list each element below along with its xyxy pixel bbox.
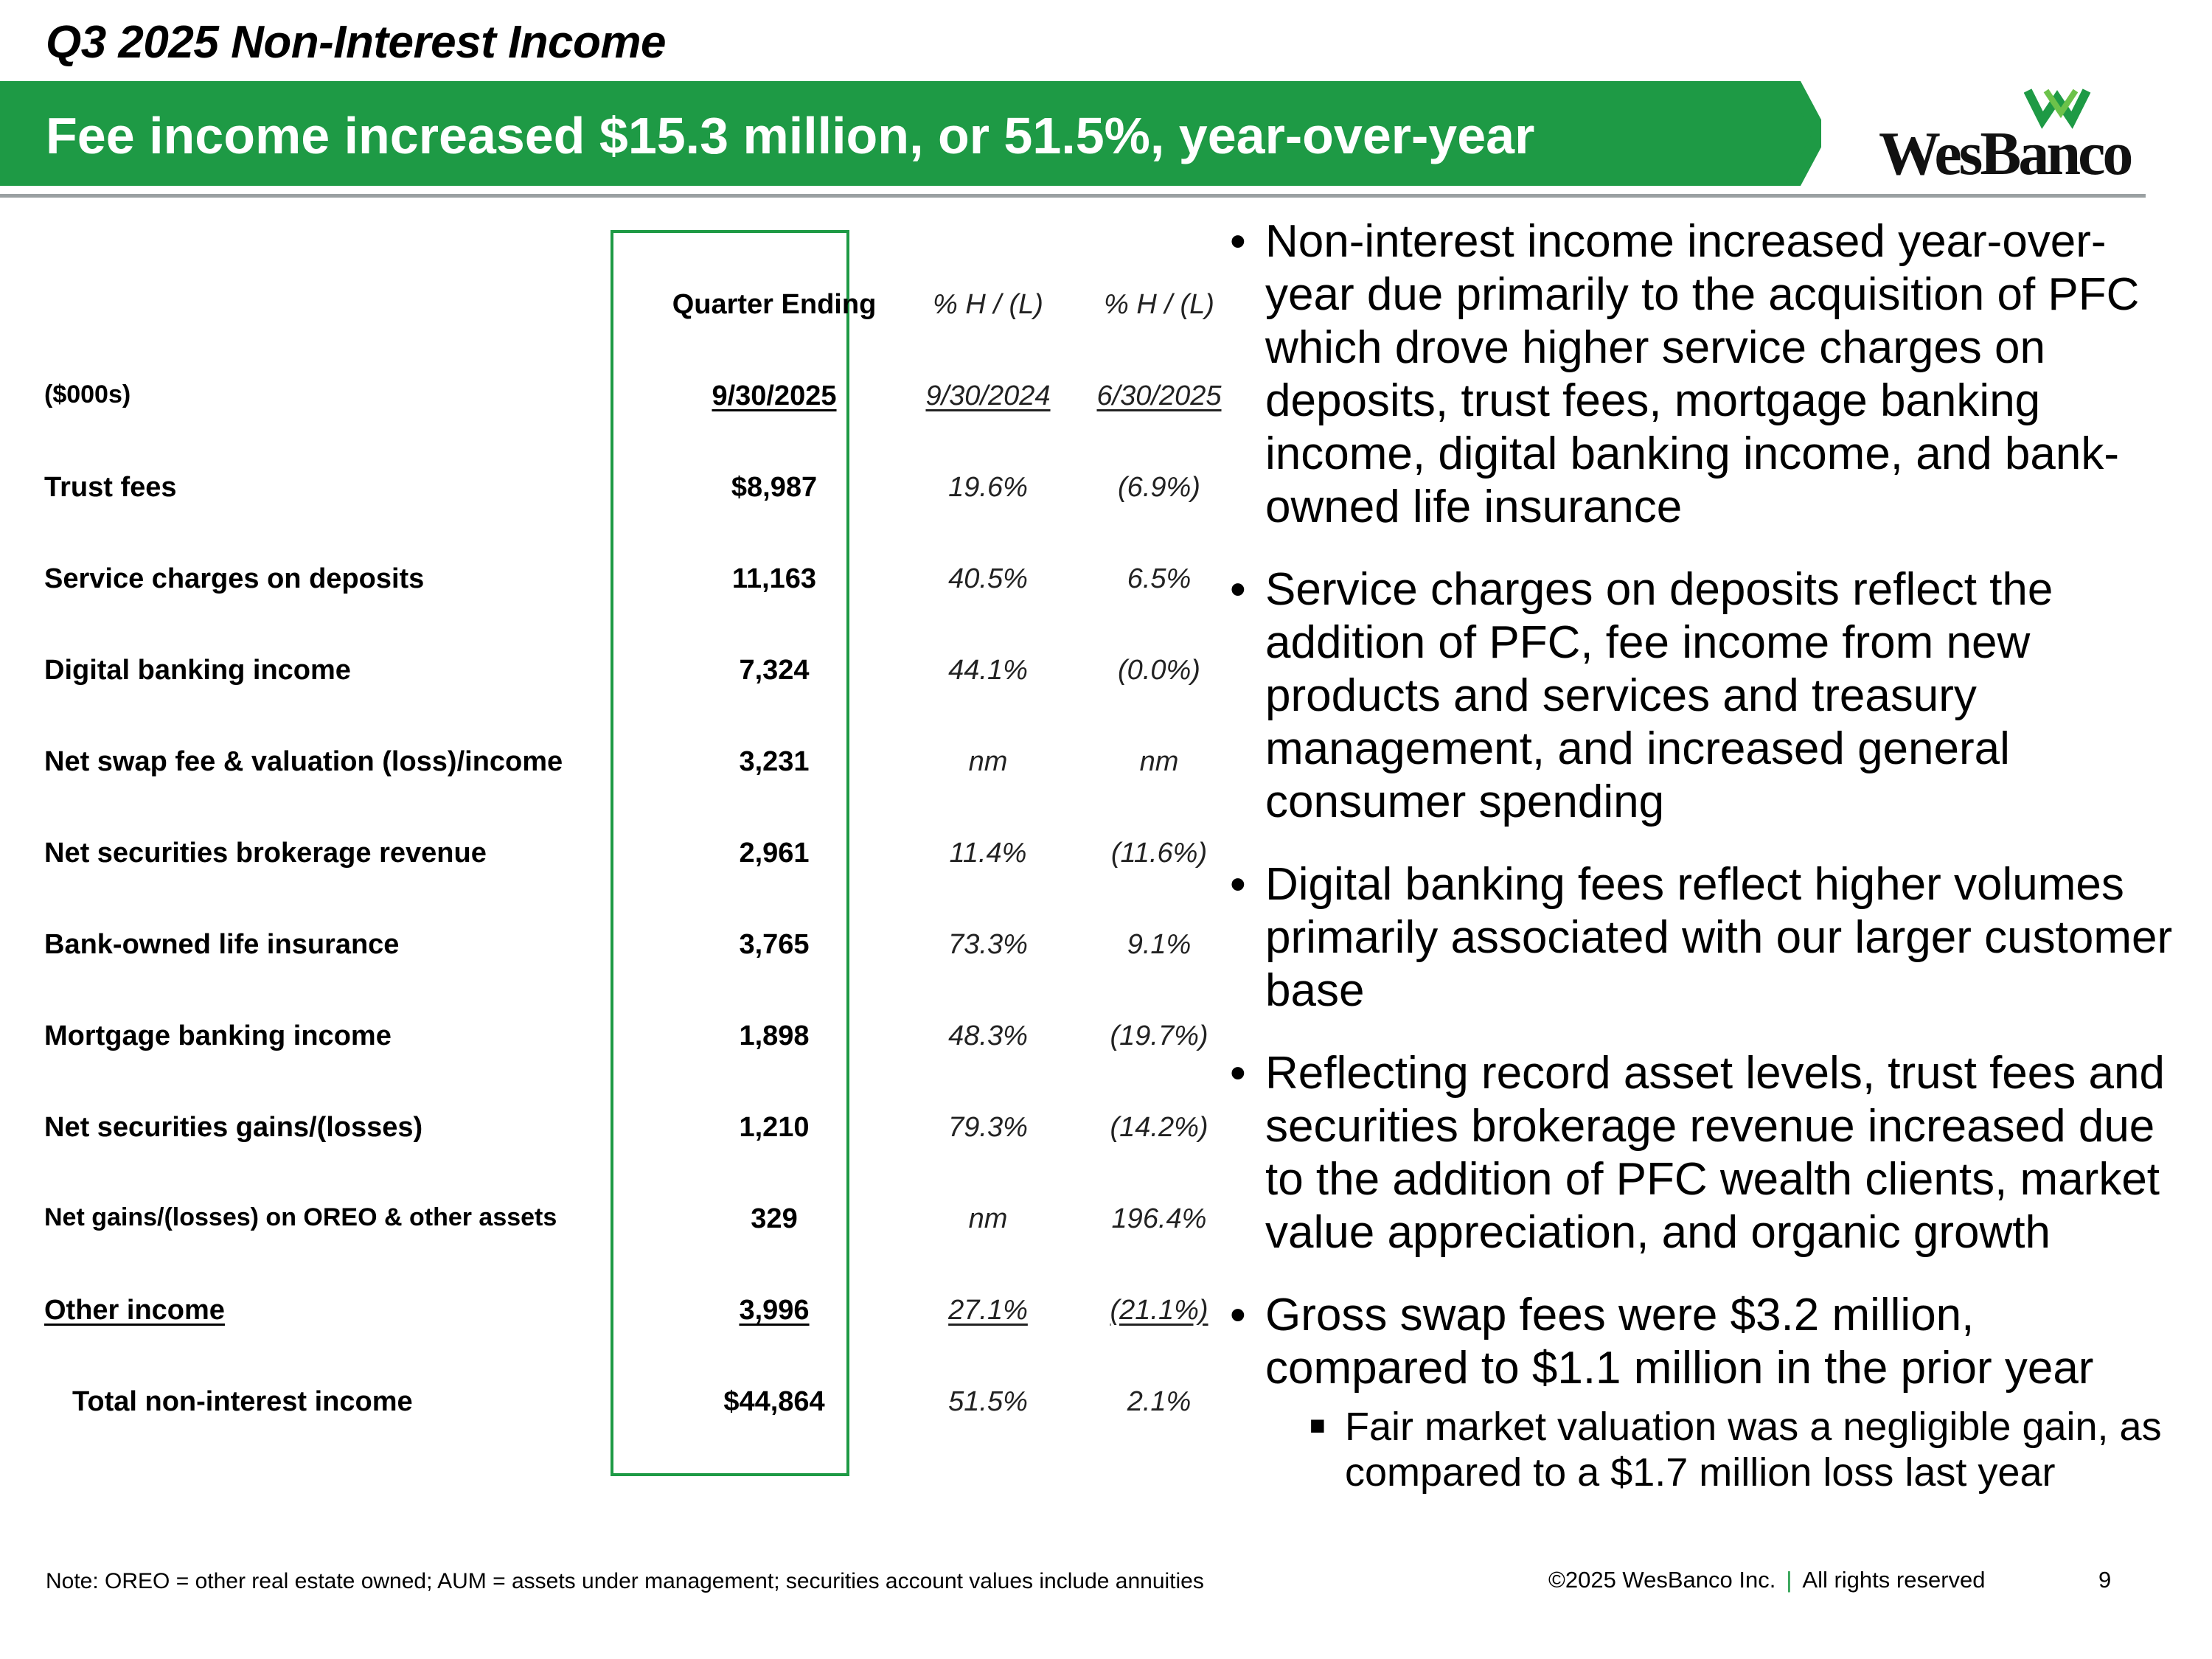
row-label: Net securities brokerage revenue xyxy=(44,838,487,869)
bullet-item: • Reflecting record asset levels, trust … xyxy=(1230,1047,2188,1259)
footer-separator: | xyxy=(1786,1567,1792,1593)
bullet-item: • Non-interest income increased year-ove… xyxy=(1230,215,2188,534)
title-banner: Fee income increased $15.3 million, or 5… xyxy=(0,81,1821,186)
header-pct-change-qoq: % H / (L) xyxy=(1104,289,1214,320)
row-value: 11,163 xyxy=(731,563,817,594)
wesbanco-logo: WesBanco xyxy=(1873,87,2138,188)
row-yoy: 44.1% xyxy=(948,655,1028,686)
row-yoy: 40.5% xyxy=(948,563,1028,594)
logo-wordmark: WesBanco xyxy=(1879,119,2133,188)
header-quarter-ending: Quarter Ending xyxy=(672,289,877,320)
row-yoy: nm xyxy=(968,1203,1008,1234)
row-value: 7,324 xyxy=(739,655,810,686)
table-row: Net swap fee & valuation (loss)/income 3… xyxy=(44,746,1202,790)
row-value: 3,765 xyxy=(739,929,810,960)
row-qoq: (11.6%) xyxy=(1110,838,1208,869)
table-subheader-row: ($000s) 9/30/2025 9/30/2024 6/30/2025 xyxy=(44,380,1222,425)
row-value: 329 xyxy=(751,1203,798,1234)
row-yoy: 11.4% xyxy=(949,838,1027,869)
slide-title: Q3 2025 Non-Interest Income xyxy=(46,17,667,68)
row-label: Digital banking income xyxy=(44,655,351,686)
row-qoq: nm xyxy=(1139,746,1179,777)
row-label: Net gains/(losses) on OREO & other asset… xyxy=(44,1203,557,1231)
row-qoq: (14.2%) xyxy=(1110,1112,1208,1143)
row-yoy: nm xyxy=(968,746,1008,777)
table-row: Digital banking income 7,324 44.1% (0.0%… xyxy=(44,655,1202,699)
table-row: Mortgage banking income 1,898 48.3% (19.… xyxy=(44,1020,1208,1065)
date-prior-quarter: 6/30/2025 xyxy=(1096,380,1222,411)
table-row: Service charges on deposits 11,163 40.5%… xyxy=(44,563,1202,608)
row-label: Other income xyxy=(44,1295,225,1326)
table-row: Trust fees $8,987 19.6% (6.9%) xyxy=(44,472,1202,516)
row-qoq: (0.0%) xyxy=(1118,655,1200,686)
row-qoq: (6.9%) xyxy=(1118,472,1200,503)
table-row: Net securities gains/(losses) 1,210 79.3… xyxy=(44,1112,1208,1156)
footnote: Note: OREO = other real estate owned; AU… xyxy=(46,1569,1204,1593)
bullet-dot-icon: • xyxy=(1230,564,1246,615)
bullet-text: Service charges on deposits reflect the … xyxy=(1265,564,2053,827)
sub-bullet-item: ■ Fair market valuation was a negligible… xyxy=(1310,1404,2188,1495)
row-label: Net swap fee & valuation (loss)/income xyxy=(44,746,563,777)
rights-text: All rights reserved xyxy=(1802,1567,1986,1593)
row-label: Net securities gains/(losses) xyxy=(44,1112,423,1143)
row-yoy: 79.3% xyxy=(948,1112,1028,1143)
commentary-bullets: • Non-interest income increased year-ove… xyxy=(1230,215,2188,1495)
row-value: $44,864 xyxy=(723,1386,825,1417)
bullet-text: Reflecting record asset levels, trust fe… xyxy=(1265,1048,2165,1258)
bullet-text: Non-interest income increased year-over-… xyxy=(1265,216,2140,532)
date-prior-year: 9/30/2024 xyxy=(925,380,1051,411)
header-pct-change-yoy: % H / (L) xyxy=(933,289,1043,320)
bullet-item: • Digital banking fees reflect higher vo… xyxy=(1230,858,2188,1018)
page-number: 9 xyxy=(2098,1567,2112,1593)
bullet-dot-icon: • xyxy=(1230,1290,1246,1340)
row-qoq: (21.1%) xyxy=(1110,1295,1208,1326)
row-label: Mortgage banking income xyxy=(44,1020,392,1051)
bullet-item: • Gross swap fees were $3.2 million, com… xyxy=(1230,1289,2188,1395)
copyright-text: ©2025 WesBanco Inc. xyxy=(1548,1567,1776,1593)
row-label: Total non-interest income xyxy=(72,1386,413,1417)
row-label: Trust fees xyxy=(44,472,177,503)
row-value: 1,210 xyxy=(739,1112,810,1143)
copyright-notice: ©2025 WesBanco Inc. | All rights reserved xyxy=(1548,1567,1986,1593)
row-yoy: 48.3% xyxy=(948,1020,1028,1051)
table-row: Bank-owned life insurance 3,765 73.3% 9.… xyxy=(44,929,1202,973)
table-header-row: Quarter Ending % H / (L) % H / (L) xyxy=(44,289,1214,333)
row-value: 2,961 xyxy=(739,838,810,869)
bullet-text: Gross swap fees were $3.2 million, compa… xyxy=(1265,1290,2094,1394)
row-label: Bank-owned life insurance xyxy=(44,929,400,960)
date-current: 9/30/2025 xyxy=(712,380,837,411)
square-bullet-icon: ■ xyxy=(1310,1410,1326,1440)
current-quarter-highlight xyxy=(611,230,849,1476)
row-value: 1,898 xyxy=(739,1020,810,1051)
row-qoq: 2.1% xyxy=(1127,1386,1192,1417)
row-value: 3,231 xyxy=(739,746,810,777)
header-divider xyxy=(0,194,2146,198)
row-yoy: 19.6% xyxy=(948,472,1028,503)
table-total-row: Total non-interest income $44,864 51.5% … xyxy=(44,1386,1202,1430)
table-row: Other income 3,996 27.1% (21.1%) xyxy=(44,1295,1208,1339)
row-qoq: (19.7%) xyxy=(1110,1020,1208,1051)
bullet-dot-icon: • xyxy=(1230,1048,1246,1099)
table-row: Net gains/(losses) on OREO & other asset… xyxy=(44,1203,1206,1248)
table-row: Net securities brokerage revenue 2,961 1… xyxy=(44,838,1207,882)
sub-bullet-text: Fair market valuation was a negligible g… xyxy=(1345,1405,2162,1495)
row-value: $8,987 xyxy=(731,472,818,503)
row-yoy: 51.5% xyxy=(948,1386,1028,1417)
bullet-dot-icon: • xyxy=(1230,216,1246,267)
row-qoq: 9.1% xyxy=(1127,929,1192,960)
row-yoy: 73.3% xyxy=(948,929,1028,960)
bullet-dot-icon: • xyxy=(1230,859,1246,910)
banner-headline: Fee income increased $15.3 million, or 5… xyxy=(46,107,1535,164)
banner-shape xyxy=(0,81,1821,186)
row-qoq: 6.5% xyxy=(1127,563,1192,594)
row-label: Service charges on deposits xyxy=(44,563,425,594)
units-label: ($000s) xyxy=(44,380,131,408)
bullet-item: • Service charges on deposits reflect th… xyxy=(1230,563,2188,829)
row-value: 3,996 xyxy=(739,1295,810,1326)
row-qoq: 196.4% xyxy=(1111,1203,1207,1234)
logo-mark-icon xyxy=(2024,88,2091,129)
row-yoy: 27.1% xyxy=(948,1295,1028,1326)
bullet-text: Digital banking fees reflect higher volu… xyxy=(1265,859,2173,1016)
